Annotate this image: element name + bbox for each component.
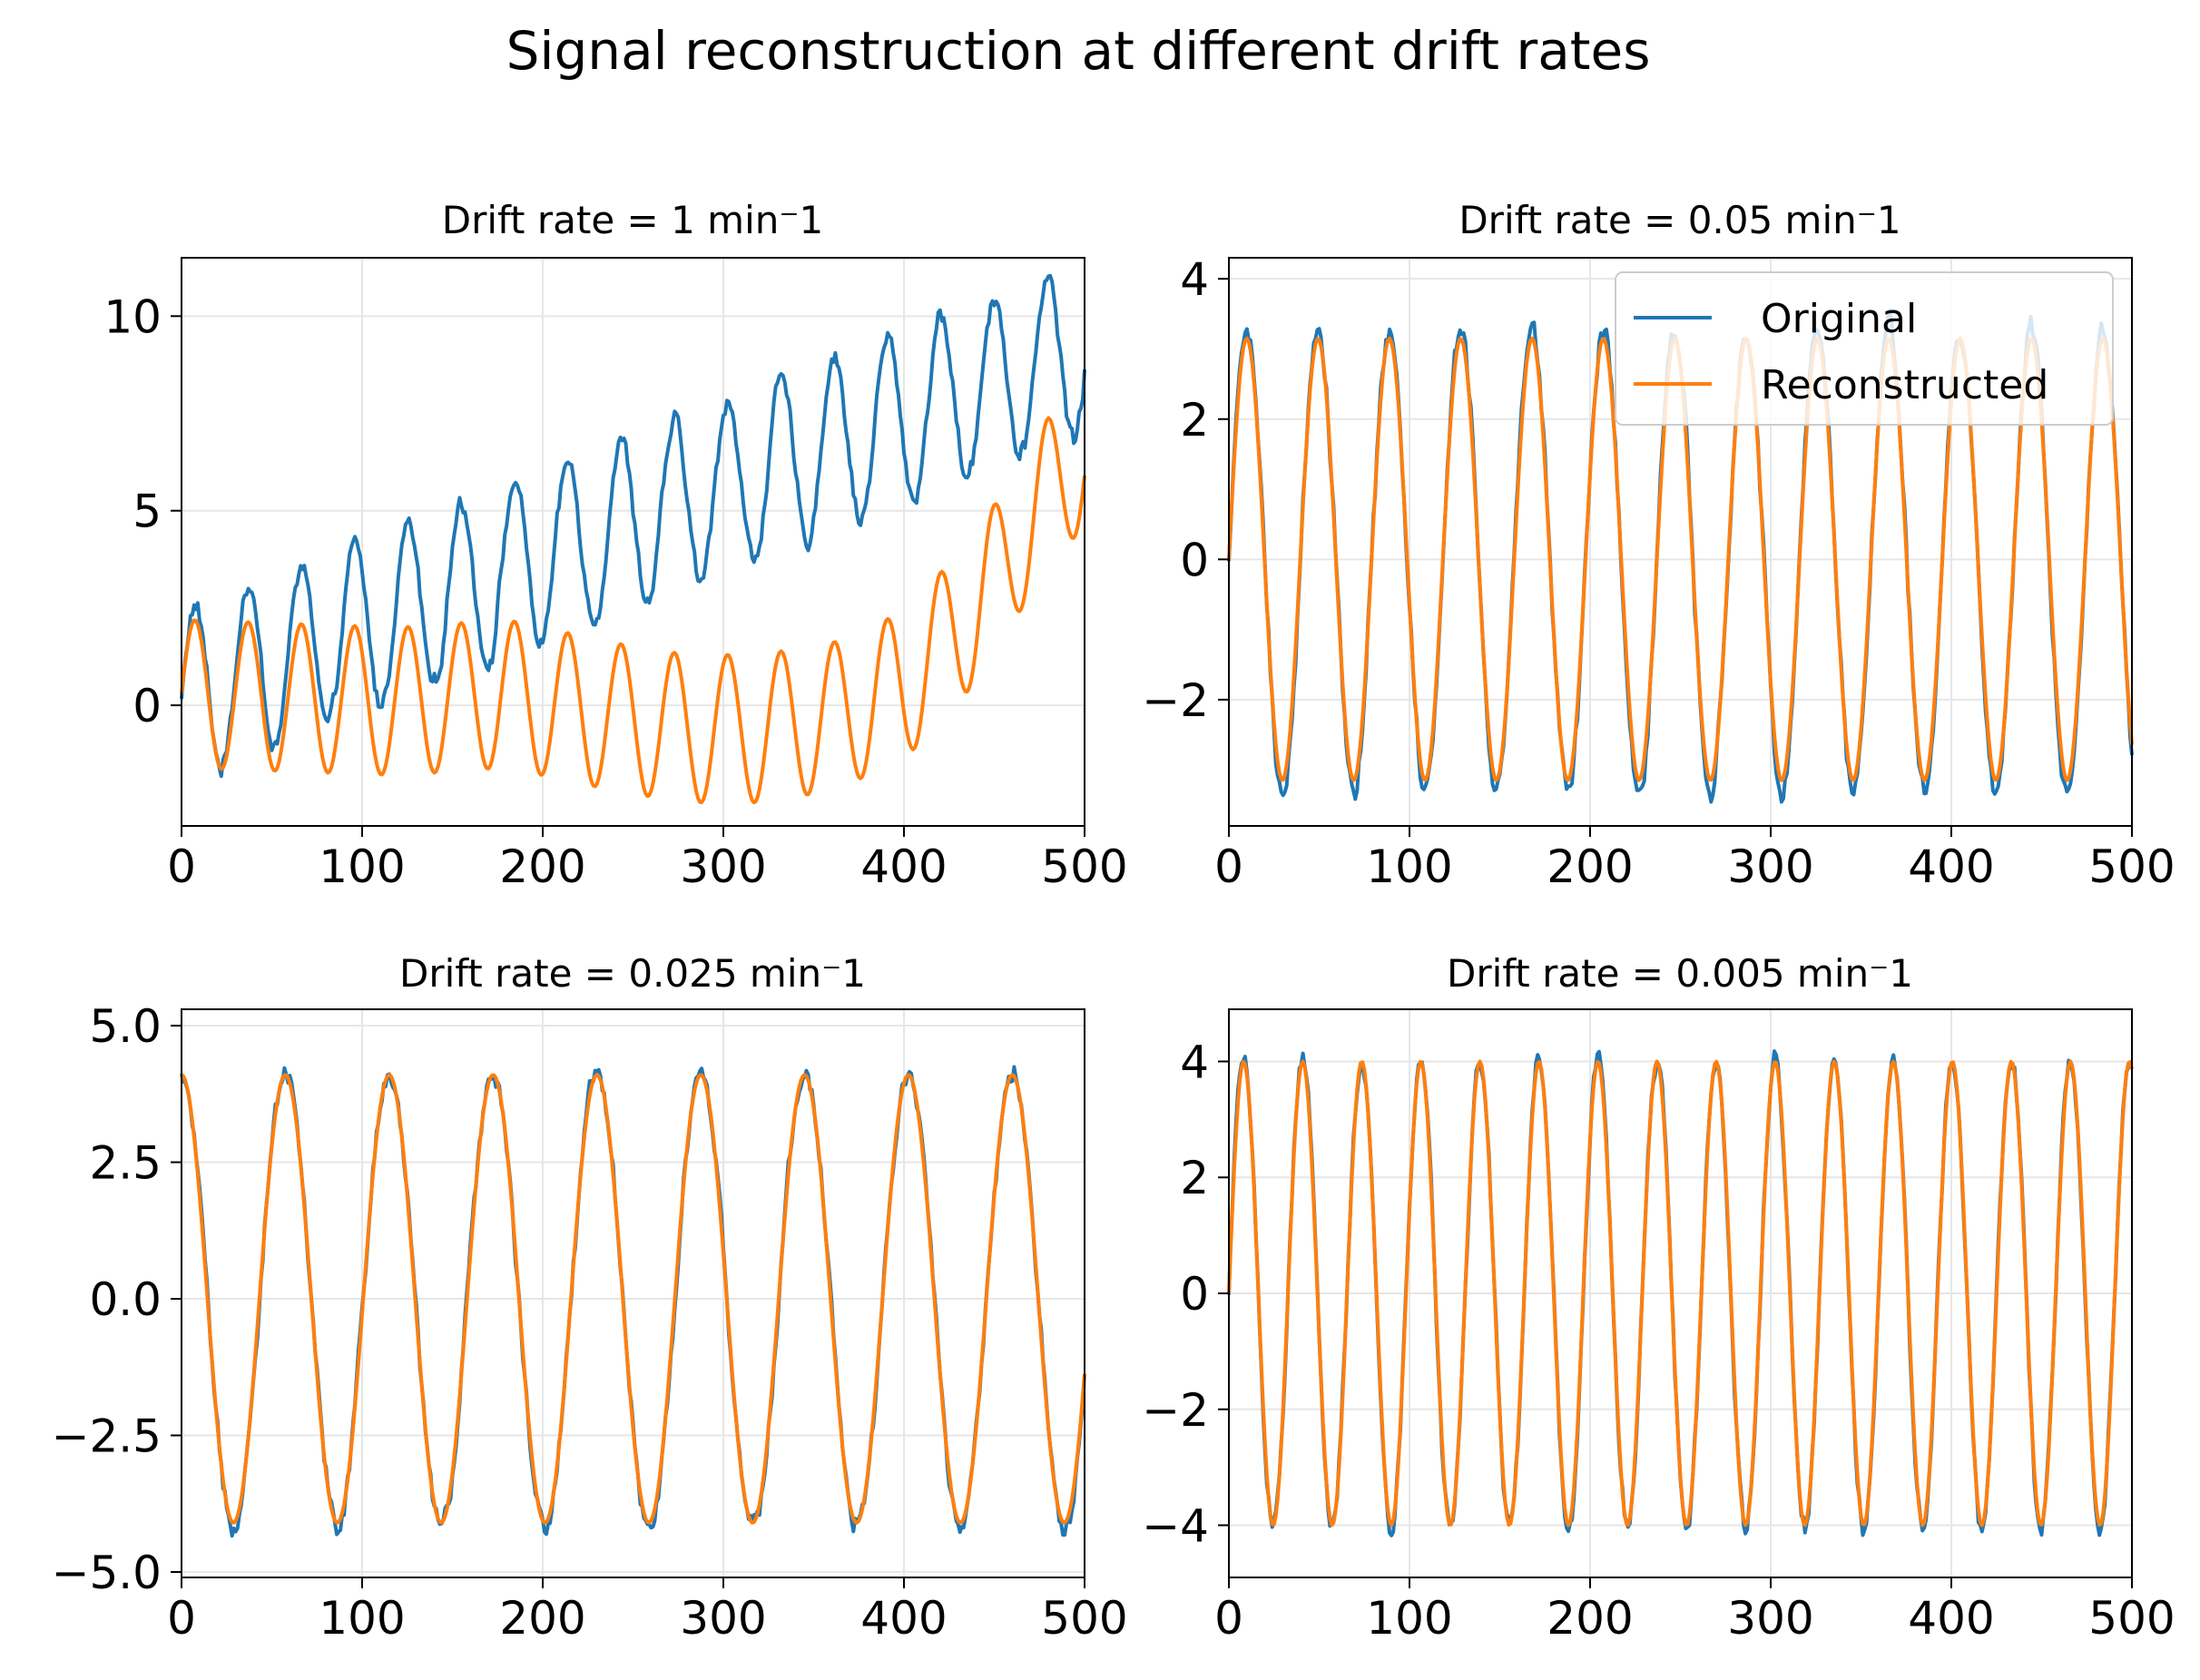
series-original-line <box>180 273 1086 779</box>
figure-title: Signal reconstruction at different drift… <box>506 20 1651 82</box>
legend-label-original: Original <box>1761 296 1917 342</box>
y-tick-label: −5.0 <box>52 1547 162 1599</box>
x-tick-label: 500 <box>1041 1592 1127 1645</box>
plot-frame <box>181 257 1085 827</box>
x-tick-label: 500 <box>2088 1592 2175 1645</box>
y-tick-label: 0 <box>1180 1268 1209 1321</box>
x-tick-label: 0 <box>1214 1592 1243 1645</box>
x-tick-label: 0 <box>167 840 196 893</box>
y-tick-label: 0.0 <box>89 1273 162 1326</box>
panel-drift-0.005: Drift rate = 0.005 min⁻1 0 100 200 300 400 50… <box>1142 951 2175 1645</box>
x-tick-label: 300 <box>680 840 766 893</box>
series-reconstructed-line <box>180 416 1086 805</box>
panel-drift-1: Drift rate = 1 min⁻1 0 100 200 300 400 500 0 5 1… <box>103 198 1127 893</box>
y-tick-label: 4 <box>1180 1036 1209 1088</box>
y-tick-label: −4 <box>1142 1500 1209 1553</box>
x-tick-label: 500 <box>1041 840 1127 893</box>
x-tick-label: 0 <box>1214 840 1243 893</box>
legend-label-reconstructed: Reconstructed <box>1761 362 2048 408</box>
x-tick-label: 500 <box>2088 840 2175 893</box>
plot-frame <box>181 1008 1085 1578</box>
x-tick-label: 400 <box>860 840 947 893</box>
panel-title: Drift rate = 0.005 min⁻1 <box>1447 951 1913 996</box>
series-reconstructed-line <box>180 1073 1086 1525</box>
y-tick-label: 2 <box>1180 1152 1209 1204</box>
x-tick-label: 100 <box>319 1592 405 1645</box>
panel-drift-0.025: Drift rate = 0.025 min⁻1 0 100 200 300 400 50… <box>52 951 1128 1645</box>
y-tick-label: 0 <box>133 680 162 732</box>
y-tick-label: 2 <box>1180 394 1209 447</box>
panel-title: Drift rate = 1 min⁻1 <box>442 198 824 242</box>
x-tick-label: 100 <box>1366 1592 1452 1645</box>
x-tick-label: 200 <box>1547 1592 1633 1645</box>
x-tick-label: 100 <box>1366 840 1452 893</box>
x-tick-label: 200 <box>499 1592 585 1645</box>
y-tick-label: 10 <box>103 290 162 343</box>
y-tick-label: −2 <box>1142 674 1209 727</box>
y-tick-label: 2.5 <box>89 1137 162 1190</box>
y-tick-label: 0 <box>1180 534 1209 586</box>
x-tick-label: 300 <box>680 1592 766 1645</box>
legend-box <box>1615 271 2114 426</box>
x-tick-label: 400 <box>1908 1592 1994 1645</box>
x-tick-label: 200 <box>499 840 585 893</box>
x-tick-label: 400 <box>1908 840 1994 893</box>
y-tick-label: 4 <box>1180 253 1209 306</box>
x-tick-label: 300 <box>1727 1592 1813 1645</box>
panel-title: Drift rate = 0.05 min⁻1 <box>1458 198 1900 242</box>
y-tick-label: −2 <box>1142 1384 1209 1437</box>
legend: Original Reconstructed <box>1615 271 2114 426</box>
panel-title: Drift rate = 0.025 min⁻1 <box>399 951 866 996</box>
y-tick-label: −2.5 <box>52 1410 162 1463</box>
x-tick-label: 400 <box>860 1592 947 1645</box>
x-tick-label: 0 <box>167 1592 196 1645</box>
x-tick-label: 100 <box>319 840 405 893</box>
plot-frame <box>1228 257 2133 827</box>
x-tick-label: 300 <box>1727 840 1813 893</box>
series-reconstructed-line <box>1227 1059 2134 1528</box>
y-tick-label: 5 <box>133 486 162 538</box>
panel-drift-0.05: Drift rate = 0.05 min⁻1 0 100 200 300 400 500… <box>1142 198 2175 893</box>
x-tick-label: 200 <box>1547 840 1633 893</box>
y-tick-label: 5.0 <box>89 1000 162 1053</box>
